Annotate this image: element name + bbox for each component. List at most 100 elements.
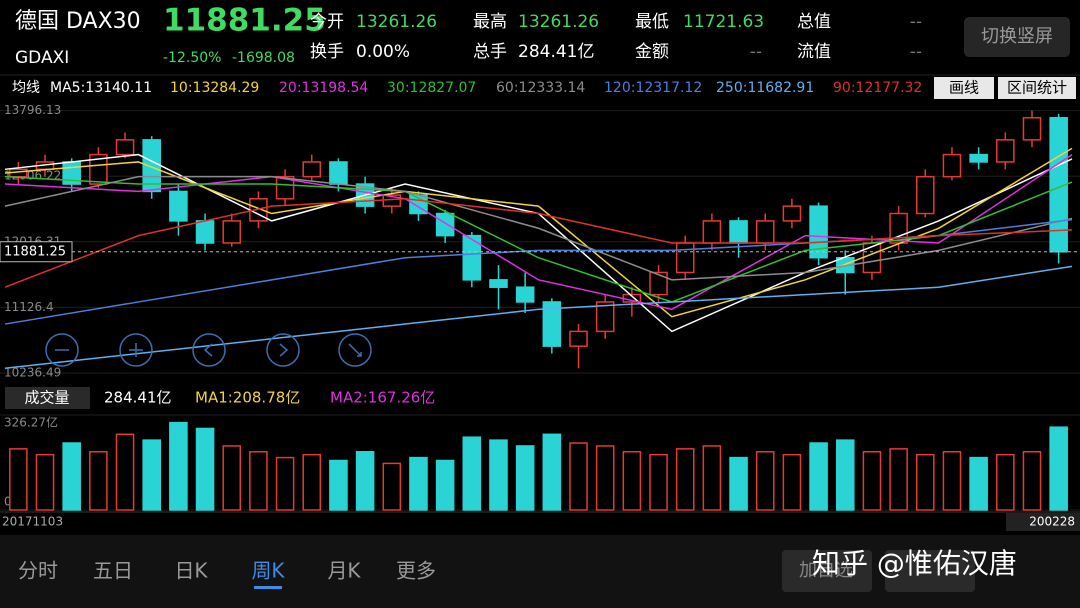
volume-title[interactable]: 成交量: [24, 389, 69, 407]
zoom-icon[interactable]: [348, 343, 362, 357]
candle-body: [916, 175, 935, 215]
volume-title-box[interactable]: [5, 387, 90, 409]
tab[interactable]: 五日: [93, 559, 133, 583]
zoom-icon[interactable]: [129, 343, 143, 357]
volume-bar: [169, 421, 188, 511]
candle-body: [729, 220, 748, 244]
volume-bar: [222, 445, 242, 511]
candle-body: [809, 205, 828, 259]
ma-legend-item: 60:12333.14: [496, 80, 585, 96]
candle-body: [195, 220, 215, 244]
y-tick-label: 10236.49: [4, 365, 61, 379]
ma-legend-title: 均线: [12, 80, 40, 96]
add-button[interactable]: [782, 550, 872, 592]
ma-line: [4, 153, 1073, 333]
volume-bar: [89, 451, 108, 511]
volume-bar: [1049, 426, 1068, 511]
tab[interactable]: 分时: [18, 559, 58, 583]
zoom-button[interactable]: [119, 333, 153, 367]
candle-body: [649, 271, 668, 296]
tab[interactable]: 更多: [396, 559, 436, 583]
stat-label: 流值: [797, 42, 831, 62]
volume-bar: [115, 433, 135, 511]
x-start-label: 20171103: [2, 515, 63, 529]
volume-bar: [755, 451, 775, 511]
volume-bar: [195, 427, 215, 511]
volume-bar: [569, 442, 588, 511]
volume-bar: [435, 459, 455, 511]
candle-body: [169, 190, 188, 222]
volume-bar: [542, 433, 562, 511]
candle-body: [515, 286, 535, 303]
stat-label: 换手: [310, 42, 344, 62]
zoom-button[interactable]: [45, 333, 79, 367]
candle-body: [569, 330, 588, 347]
tab[interactable]: 月K: [327, 559, 361, 583]
stat-value: 13261.26: [518, 12, 599, 32]
stat-value: 0.00%: [356, 42, 410, 62]
stat-label: 今开: [310, 12, 344, 32]
zoom-icon[interactable]: [203, 343, 213, 357]
stat-label: 总值: [797, 12, 831, 32]
stat-label: 最低: [635, 12, 669, 32]
volume-ma-label: MA1:208.78亿: [195, 389, 300, 407]
tab[interactable]: 日K: [174, 559, 208, 583]
candle-body: [942, 153, 962, 178]
last-price: 11881.25: [163, 3, 326, 39]
y-tick-label: 11126.4: [4, 300, 54, 314]
volume-bar: [649, 453, 668, 511]
ma-legend-item: 120:12317.12: [604, 80, 702, 96]
tool-button-label[interactable]: 画线: [949, 79, 979, 97]
volume-bar: [462, 436, 482, 511]
ma-legend-item: 10:13284.29: [170, 80, 259, 96]
candle-body: [222, 220, 242, 244]
volume-bar: [409, 456, 428, 511]
volume-last: 284.41亿: [104, 389, 172, 407]
volume-tick-label: 326.27亿: [4, 415, 58, 430]
candle-body: [702, 220, 722, 244]
candle-body: [435, 212, 455, 237]
tool-button[interactable]: [934, 77, 994, 99]
tab[interactable]: 周K: [251, 559, 285, 583]
volume-bar: [35, 453, 55, 511]
zoom-button[interactable]: [266, 333, 300, 367]
tool-button[interactable]: [998, 77, 1076, 99]
volume-bar: [302, 453, 322, 511]
rotate-button-label[interactable]: 切换竖屏: [981, 26, 1053, 47]
volume-bar: [969, 456, 988, 511]
volume-tick-label: 0: [4, 495, 12, 509]
x-end-box: [1006, 513, 1080, 531]
change-pct: -12.50%: [163, 50, 221, 66]
stat-value: --: [910, 12, 922, 32]
candle-body: [595, 301, 615, 333]
volume-bar: [835, 439, 855, 511]
other-button[interactable]: [885, 550, 975, 592]
candle-body: [329, 161, 348, 185]
y-tick-label: 13796.13: [4, 103, 61, 117]
volume-bar: [355, 451, 375, 511]
tool-button-label[interactable]: 区间统计: [1007, 79, 1067, 97]
candle-body: [996, 139, 1015, 163]
rotate-button[interactable]: [964, 17, 1070, 57]
zoom-button[interactable]: [192, 333, 226, 367]
zoom-icon[interactable]: [279, 343, 289, 357]
volume-bar: [622, 451, 642, 511]
volume-bar: [329, 459, 348, 511]
volume-bar: [1022, 451, 1042, 511]
last-price-tag: [0, 241, 73, 263]
volume-ma-label: MA2:167.26亿: [330, 389, 435, 407]
candle-body: [462, 234, 482, 281]
add-button-label[interactable]: 加自选: [799, 560, 853, 581]
zoom-button[interactable]: [338, 333, 372, 367]
volume-bar: [782, 453, 802, 511]
volume-bar: [809, 442, 828, 511]
ma-line: [4, 218, 1073, 325]
candle-body: [542, 301, 562, 347]
candle-body: [489, 279, 508, 288]
volume-bar: [675, 448, 695, 511]
candle-body: [675, 242, 695, 274]
volume-bar: [729, 456, 748, 511]
ma-legend-item: MA5:13140.11: [50, 80, 152, 96]
stat-value: 13261.26: [356, 12, 437, 32]
